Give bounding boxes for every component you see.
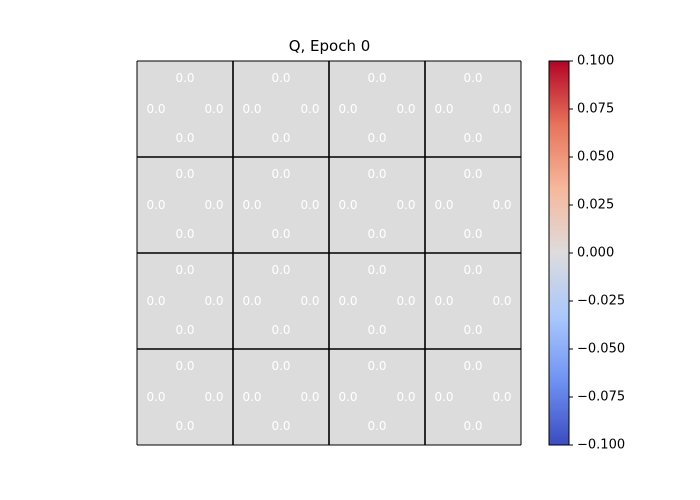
q-value-up: 0.0 xyxy=(367,359,386,373)
heatmap-cell xyxy=(329,253,425,349)
q-value-up: 0.0 xyxy=(463,263,482,277)
q-value-right: 0.0 xyxy=(204,198,223,212)
q-value-up: 0.0 xyxy=(271,359,290,373)
heatmap-cell xyxy=(425,61,521,157)
q-value-down: 0.0 xyxy=(463,227,482,241)
colorbar-tick-label: −0.025 xyxy=(577,294,625,309)
q-value-up: 0.0 xyxy=(271,167,290,181)
q-value-left: 0.0 xyxy=(338,294,357,308)
q-value-left: 0.0 xyxy=(242,198,261,212)
heatmap-cell xyxy=(137,253,233,349)
heatmap-cell xyxy=(137,157,233,253)
q-value-left: 0.0 xyxy=(434,390,453,404)
q-value-down: 0.0 xyxy=(463,419,482,433)
colorbar-tick-label: 0.025 xyxy=(577,198,614,213)
q-value-up: 0.0 xyxy=(175,359,194,373)
q-value-down: 0.0 xyxy=(463,323,482,337)
q-value-left: 0.0 xyxy=(434,198,453,212)
q-value-right: 0.0 xyxy=(492,102,511,116)
q-value-down: 0.0 xyxy=(271,419,290,433)
colorbar-tick-label: −0.050 xyxy=(577,342,625,357)
cells-layer xyxy=(137,61,521,445)
q-value-right: 0.0 xyxy=(300,294,319,308)
q-value-left: 0.0 xyxy=(242,294,261,308)
heatmap-cell xyxy=(329,61,425,157)
colorbar-gradient xyxy=(548,60,570,446)
q-value-right: 0.0 xyxy=(492,294,511,308)
heatmap-cell xyxy=(233,61,329,157)
grid-layer xyxy=(136,60,522,446)
q-value-up: 0.0 xyxy=(271,263,290,277)
heatmap-cell xyxy=(425,349,521,445)
colorbar-tick-label: −0.100 xyxy=(577,438,625,453)
q-value-left: 0.0 xyxy=(338,198,357,212)
q-value-up: 0.0 xyxy=(367,263,386,277)
colorbar: 0.100 0.075 0.050 0.025 0.000 −0.025 −0.050 −0.… xyxy=(548,54,625,453)
q-value-up: 0.0 xyxy=(271,71,290,85)
values-layer: 0.0 0.0 0.0 0.0 0.0 0.0 0.0 0.0 0.0 0.0 0.0 0.0 0.0 0… xyxy=(146,71,511,433)
q-value-up: 0.0 xyxy=(175,71,194,85)
q-value-right: 0.0 xyxy=(492,390,511,404)
q-value-left: 0.0 xyxy=(242,102,261,116)
heatmap-cell xyxy=(233,349,329,445)
q-value-up: 0.0 xyxy=(463,359,482,373)
q-value-down: 0.0 xyxy=(175,323,194,337)
q-value-down: 0.0 xyxy=(271,227,290,241)
q-value-right: 0.0 xyxy=(204,294,223,308)
q-value-down: 0.0 xyxy=(175,227,194,241)
q-value-down: 0.0 xyxy=(367,419,386,433)
q-value-down: 0.0 xyxy=(271,131,290,145)
q-value-up: 0.0 xyxy=(463,167,482,181)
q-value-left: 0.0 xyxy=(146,390,165,404)
heatmap-cell xyxy=(329,349,425,445)
heatmap-cell xyxy=(233,157,329,253)
q-value-up: 0.0 xyxy=(175,167,194,181)
colorbar-tick-label: 0.000 xyxy=(577,246,614,261)
q-value-left: 0.0 xyxy=(146,294,165,308)
q-value-right: 0.0 xyxy=(204,102,223,116)
colorbar-tick-label: 0.075 xyxy=(577,102,614,117)
q-value-left: 0.0 xyxy=(146,102,165,116)
q-value-left: 0.0 xyxy=(338,102,357,116)
q-value-up: 0.0 xyxy=(463,71,482,85)
q-value-right: 0.0 xyxy=(396,102,415,116)
q-value-down: 0.0 xyxy=(271,323,290,337)
q-value-down: 0.0 xyxy=(367,227,386,241)
chart-title: Q, Epoch 0 xyxy=(288,37,371,55)
q-value-left: 0.0 xyxy=(338,390,357,404)
q-value-down: 0.0 xyxy=(175,419,194,433)
q-value-left: 0.0 xyxy=(434,294,453,308)
q-value-left: 0.0 xyxy=(434,102,453,116)
heatmap-cell xyxy=(425,253,521,349)
q-value-right: 0.0 xyxy=(204,390,223,404)
q-value-left: 0.0 xyxy=(242,390,261,404)
q-value-up: 0.0 xyxy=(367,167,386,181)
q-value-right: 0.0 xyxy=(300,390,319,404)
heatmap-cell xyxy=(329,157,425,253)
q-value-left: 0.0 xyxy=(146,198,165,212)
colorbar-tick-label: 0.050 xyxy=(577,150,614,165)
q-value-up: 0.0 xyxy=(367,71,386,85)
q-value-right: 0.0 xyxy=(396,198,415,212)
heatmap-cell xyxy=(137,349,233,445)
heatmap-cell xyxy=(425,157,521,253)
q-value-right: 0.0 xyxy=(396,294,415,308)
q-value-down: 0.0 xyxy=(463,131,482,145)
q-value-down: 0.0 xyxy=(367,323,386,337)
q-value-down: 0.0 xyxy=(367,131,386,145)
colorbar-tick-label: −0.075 xyxy=(577,390,625,405)
q-value-down: 0.0 xyxy=(175,131,194,145)
q-value-right: 0.0 xyxy=(396,390,415,404)
q-value-right: 0.0 xyxy=(300,198,319,212)
q-value-right: 0.0 xyxy=(300,102,319,116)
q-value-right: 0.0 xyxy=(492,198,511,212)
heatmap-cell xyxy=(233,253,329,349)
heatmap-cell xyxy=(137,61,233,157)
q-value-up: 0.0 xyxy=(175,263,194,277)
colorbar-tick-label: 0.100 xyxy=(577,54,614,69)
